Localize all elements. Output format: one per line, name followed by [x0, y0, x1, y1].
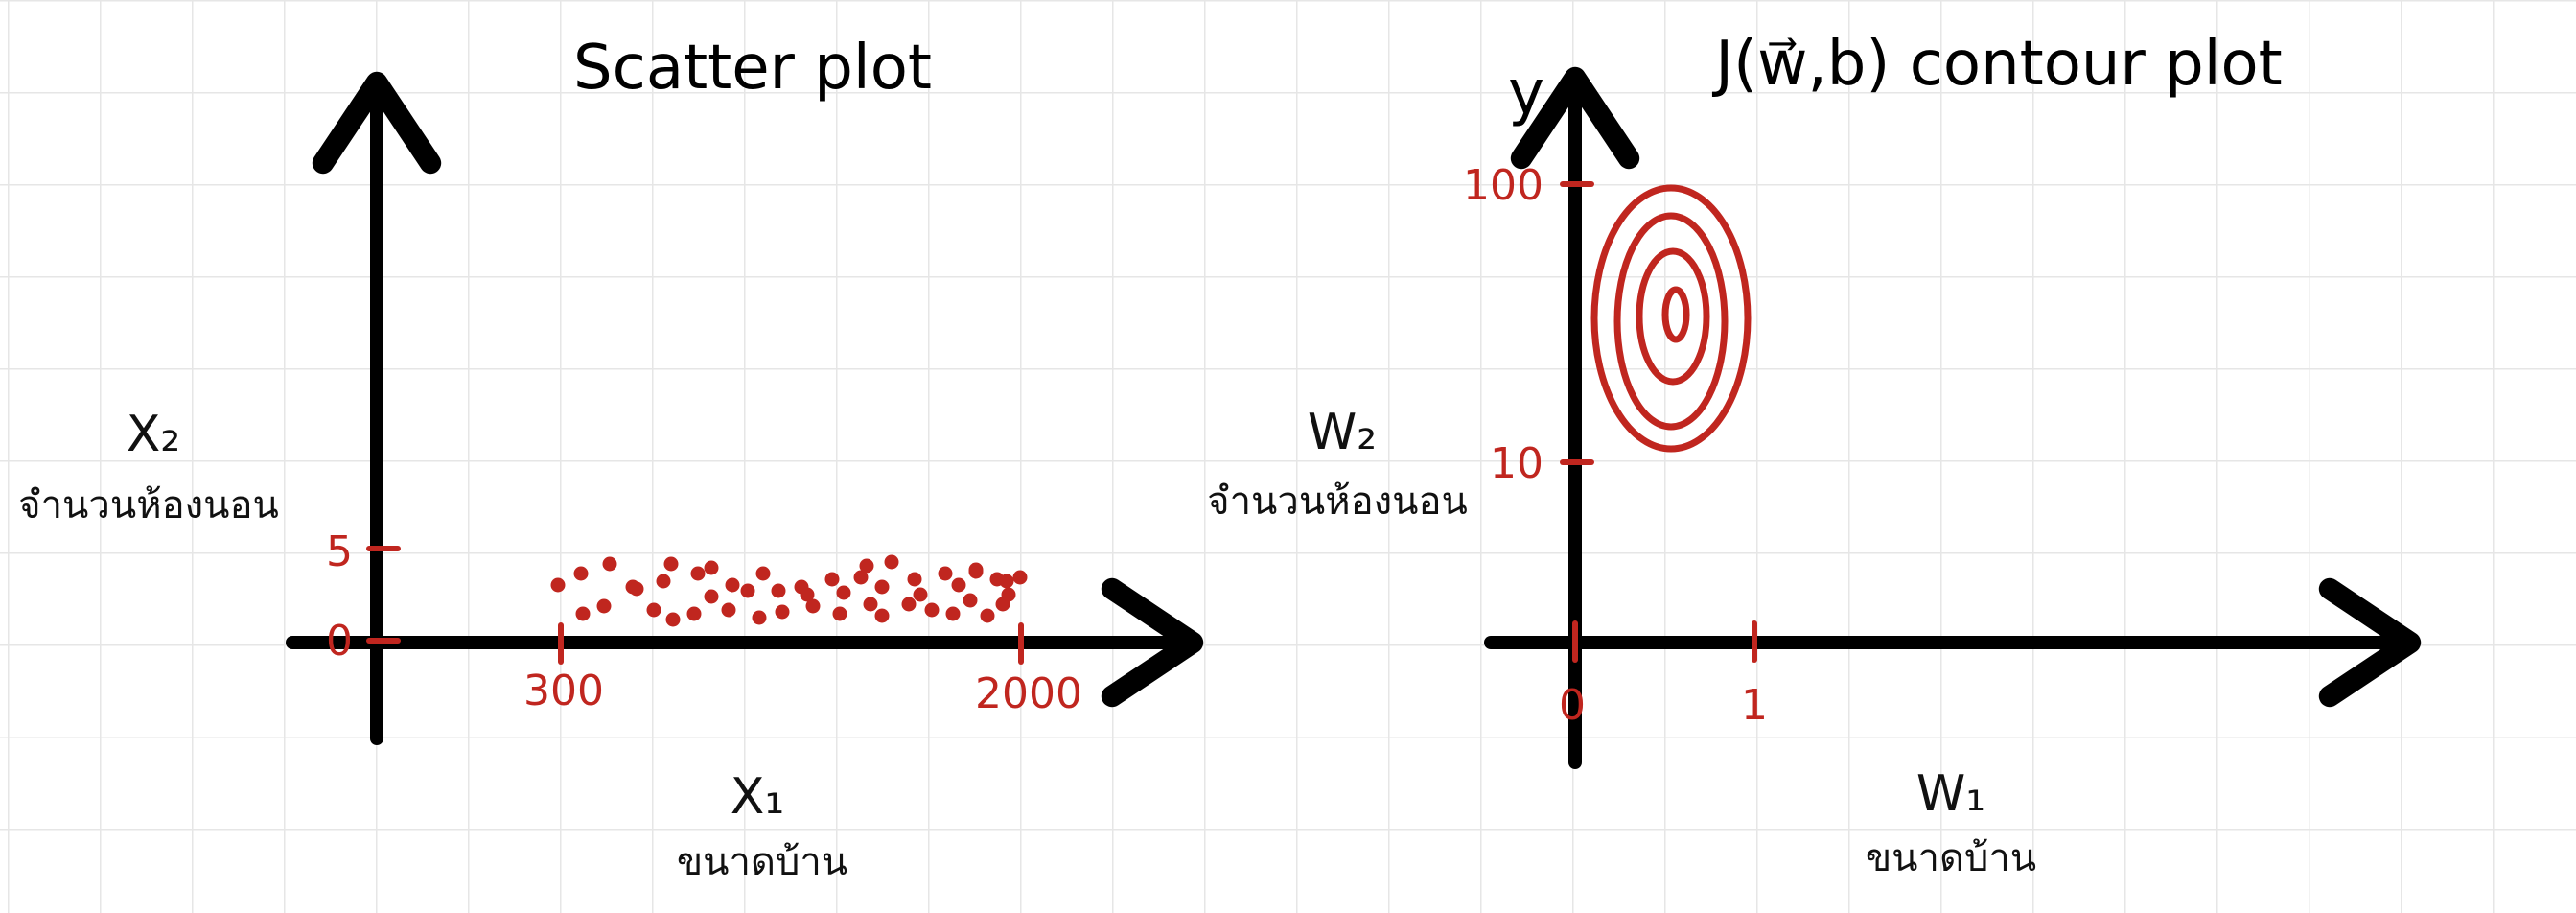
- scatter-point: [863, 597, 878, 612]
- scatter-point: [938, 566, 953, 581]
- scatter-y-label-thai: จำนวนห้องนอน: [18, 483, 279, 527]
- contour-ring-3: [1613, 212, 1729, 431]
- contour-ring-outer: [1590, 184, 1752, 453]
- scatter-point: [704, 589, 719, 604]
- scatter-point: [573, 566, 589, 581]
- scatter-point: [656, 574, 671, 589]
- scatter-point: [884, 554, 899, 570]
- scatter-point: [968, 562, 984, 577]
- scatter-point: [550, 577, 566, 593]
- scatter-point: [1001, 587, 1016, 602]
- contour-rings: [1590, 184, 1752, 453]
- contour-x-tick-label-0: 0: [1559, 681, 1586, 730]
- scatter-point: [686, 606, 702, 621]
- scatter-y-label: X₂: [127, 406, 180, 463]
- scatter-points: [550, 554, 1028, 627]
- contour-ring-inner: [1661, 286, 1690, 343]
- scatter-point: [853, 570, 869, 585]
- scatter-point: [755, 566, 771, 581]
- contour-plot-title: J(w⃗,b) contour plot: [1711, 29, 2283, 100]
- contour-plot-panel: J(w⃗,b) contour plot y 100 10 0 1 W₂ จำน…: [1207, 29, 2422, 880]
- scatter-x-label: X₁: [731, 768, 784, 826]
- scatter-point: [913, 587, 928, 602]
- scatter-point: [771, 583, 786, 598]
- contour-y-tick-label-100: 100: [1463, 161, 1543, 210]
- scatter-point: [832, 606, 847, 621]
- scatter-point: [924, 602, 940, 618]
- scatter-point: [907, 572, 922, 587]
- scatter-point: [805, 598, 821, 614]
- scatter-point: [740, 583, 755, 598]
- scatter-plot-panel: Scatter plot 5 0 300 2000 X₂ จำนวนห้องนอ…: [18, 33, 1204, 884]
- contour-x-tick-label-1: 1: [1741, 681, 1768, 730]
- scatter-point: [596, 598, 612, 614]
- scatter-x-label-thai: ขนาดบ้าน: [677, 840, 847, 884]
- scatter-point: [1012, 570, 1028, 585]
- contour-ring-2: [1636, 247, 1710, 386]
- scatter-point: [721, 602, 736, 618]
- scatter-point: [951, 577, 966, 593]
- scatter-point: [602, 556, 617, 572]
- scatter-point: [646, 602, 661, 618]
- scatter-point: [800, 587, 815, 602]
- scatter-point: [874, 579, 890, 595]
- scatter-point: [859, 558, 874, 574]
- scatter-point: [999, 574, 1014, 589]
- scatter-y-tick-label-0: 0: [326, 617, 353, 666]
- scatter-x-tick-label-2000: 2000: [975, 669, 1082, 718]
- scatter-point: [725, 577, 740, 593]
- scatter-point: [874, 608, 890, 623]
- contour-y-label: W₂: [1308, 404, 1377, 461]
- scatter-point: [663, 556, 679, 572]
- contour-x-label: W₁: [1916, 765, 1985, 823]
- contour-x-label-thai: ขนาดบ้าน: [1866, 836, 2036, 880]
- scatter-point: [824, 572, 840, 587]
- scatter-plot-title: Scatter plot: [573, 33, 932, 104]
- scatter-point: [945, 606, 961, 621]
- contour-y-tick-label-10: 10: [1490, 439, 1543, 488]
- scatter-point: [980, 608, 995, 623]
- scatter-point: [665, 612, 681, 627]
- scatter-point: [775, 604, 790, 620]
- scatter-y-tick-label-5: 5: [326, 527, 353, 576]
- contour-y-label-thai: จำนวนห้องนอน: [1207, 480, 1468, 524]
- scatter-point: [704, 560, 719, 575]
- scatter-point: [575, 606, 591, 621]
- scatter-point: [690, 566, 706, 581]
- contour-y-axis-label: y: [1508, 58, 1544, 129]
- scatter-x-tick-label-300: 300: [523, 667, 604, 715]
- scatter-point: [629, 581, 644, 597]
- scatter-point: [963, 593, 978, 608]
- scatter-point: [901, 597, 917, 612]
- scatter-point: [752, 610, 767, 625]
- scatter-point: [836, 585, 851, 600]
